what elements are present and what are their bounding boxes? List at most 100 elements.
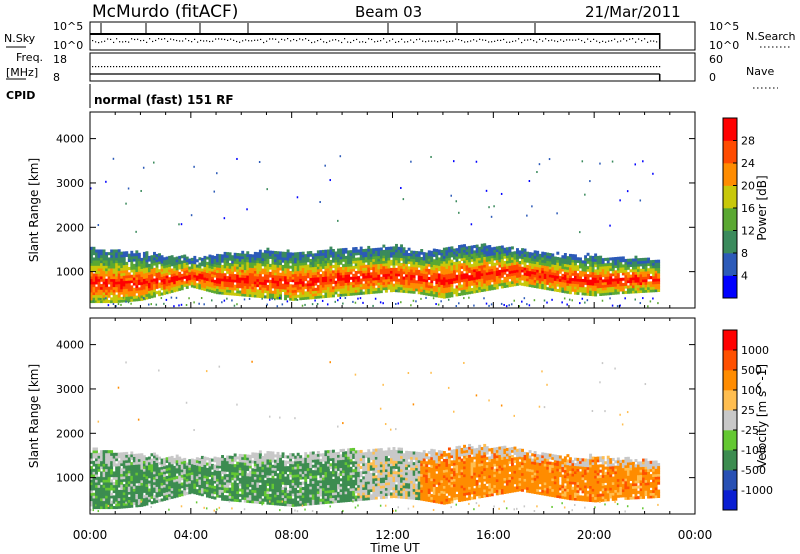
nave-dot [467,66,469,68]
velocity-cell [160,482,164,486]
power-cell [478,276,482,280]
velocity-cell [107,495,111,499]
power-cell [621,269,625,273]
power-noise [563,297,566,300]
velocity-cell [190,471,194,475]
nsearch-dot [476,40,478,42]
power-cell [402,281,406,285]
velocity-cell [102,450,106,454]
power-cell [173,259,177,263]
power-cell [586,276,590,280]
power-cell [521,258,524,262]
velocity-cell [90,474,93,478]
power-cell [553,259,557,263]
power-cell [422,286,426,290]
velocity-cell [122,497,126,501]
power-cell [163,273,167,277]
velocity-cell [160,479,164,483]
power-cell [117,297,121,301]
power-cell [548,284,552,289]
nsearch-dot [617,41,619,43]
power-cell [568,288,572,292]
velocity-cell [195,483,199,487]
power-cell [236,266,240,270]
power-cell [395,275,398,279]
power-cell [362,270,366,274]
velocity-cell [193,459,197,463]
power-cell [576,289,580,293]
power-cell [132,293,136,297]
power-cell [301,288,305,292]
power-cell [478,289,482,293]
velocity-cell [117,492,121,496]
power-cell [453,253,456,257]
velocity-cell [173,495,177,499]
power-cell [213,290,217,294]
power-cell [430,269,434,273]
velocity-cell [193,485,197,489]
power-cell [510,251,514,255]
power-cell [130,266,134,270]
power-sparse [548,158,551,161]
power-cell [400,278,403,283]
velocity-cell [150,458,154,462]
power-cell [480,249,484,253]
velocity-cell [122,500,126,504]
power-cell [611,291,615,295]
power-cell [377,247,381,251]
velocity-cell [90,500,93,504]
power-cell [652,281,656,285]
power-cell [581,270,585,275]
power-noise [344,297,347,300]
velocity-cell [107,471,111,475]
power-cell [594,264,598,268]
power-noise [561,301,563,304]
power-cell [105,270,109,274]
power-cell [291,287,295,291]
velocity-cell [127,467,131,471]
power-cell [634,282,638,286]
velocity-cell [122,473,126,477]
power-cell [410,255,414,259]
power-cell [304,259,308,263]
power-cell [510,283,514,287]
velocity-cell [97,452,101,456]
power-cell [266,292,270,296]
power-cell [546,276,550,280]
power-cell [294,294,298,298]
power-cell [291,265,295,269]
velocity-cell [142,500,146,504]
nave-dot [584,66,586,68]
velocity-cell [130,496,134,500]
power-cell [359,281,363,285]
freq-panel-frame [89,52,696,82]
velocity-cell [100,460,104,464]
nave-dot [656,66,658,68]
velocity-cell [117,505,121,509]
power-cell [626,264,630,268]
power-sparse [500,192,503,195]
power-cell [349,263,353,267]
power-cell [657,270,661,274]
power-cell [236,258,240,262]
velocity-cell [107,463,111,467]
power-cell [304,291,308,295]
power-cell [420,267,424,271]
power-cell [447,268,451,272]
power-cell [631,271,635,275]
power-cell [183,273,187,277]
power-cell [510,267,514,271]
power-cell [218,262,222,266]
power-cell [314,277,318,281]
power-cell [253,289,257,293]
nsearch-dot [470,40,472,42]
velocity-cell [130,472,134,476]
power-cell [485,248,489,252]
power-cell [344,261,348,265]
power-cell [654,286,658,290]
nave-dot [383,66,385,68]
power-cell [362,267,366,271]
velocity-cell [160,471,164,475]
velocity-cell [163,489,167,493]
power-cell [140,271,144,275]
